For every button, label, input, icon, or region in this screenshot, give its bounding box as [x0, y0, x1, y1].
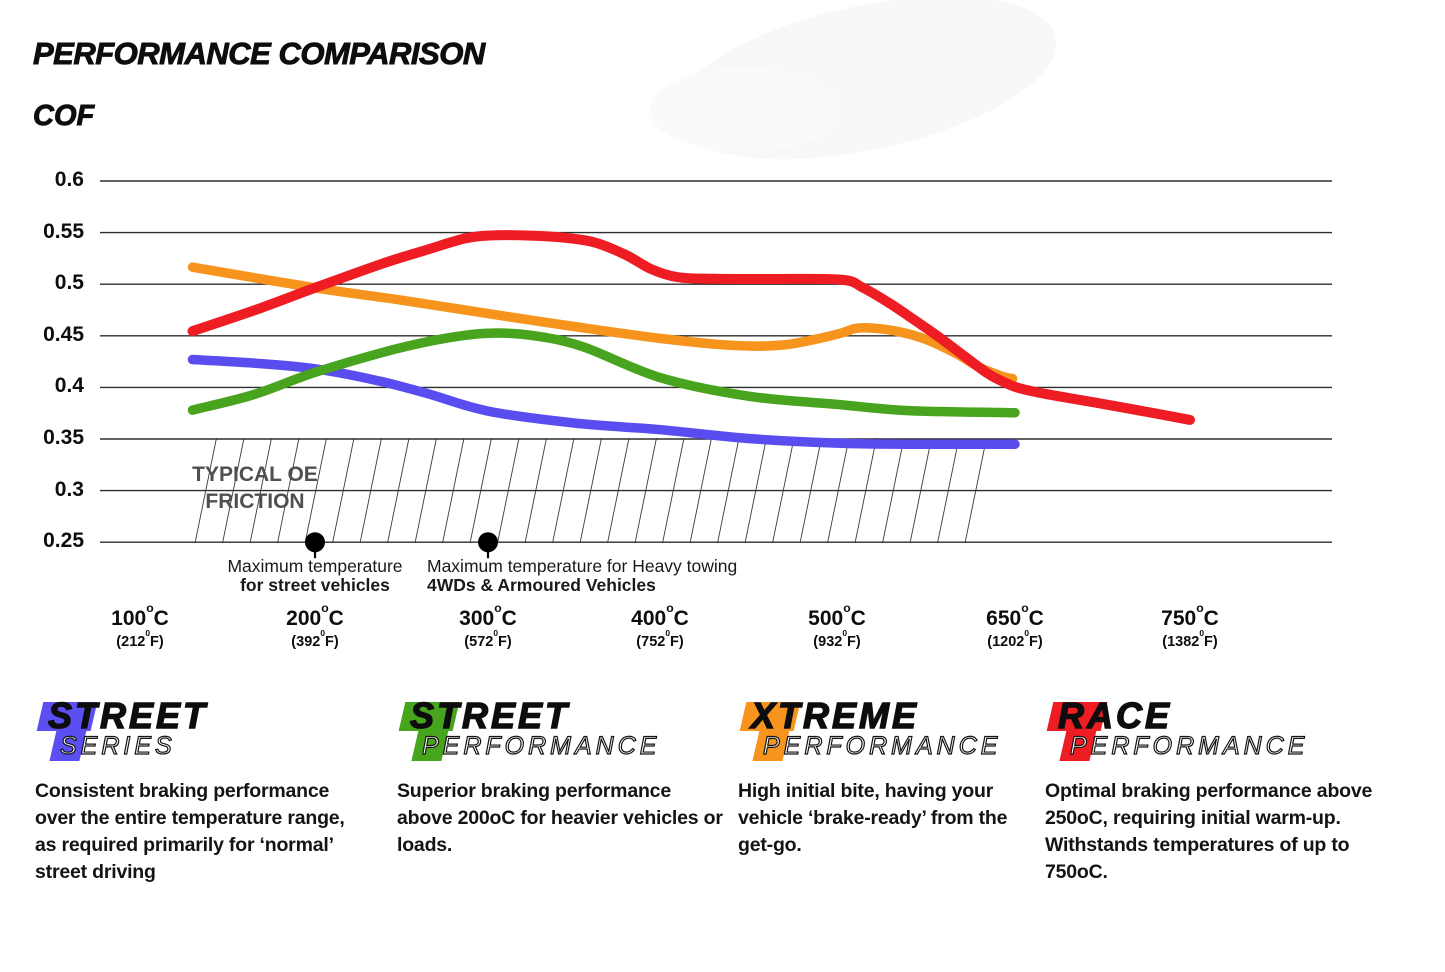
hatch-line [552, 438, 575, 544]
oe-friction-label-line1: TYPICAL OE [192, 463, 318, 486]
annotation-line: 4WDs & Armoured Vehicles [427, 574, 656, 595]
oe-friction-hatch-band [194, 438, 997, 544]
temp-fahrenheit: (3920F) [291, 628, 339, 650]
temp-fahrenheit: (12020F) [987, 628, 1043, 650]
logo-word-secondary: PERFORMANCE [421, 731, 661, 760]
annotation-line: for street vehicles [240, 574, 390, 595]
temp-celsius: 650oC [986, 600, 1044, 630]
legend-description: High initial bite, having your vehicle ‘… [738, 780, 1008, 856]
hatch-line [772, 438, 795, 544]
x-axis-tick-label: 400oC (7520F) [580, 600, 740, 650]
hatch-line [304, 438, 327, 544]
hatch-line [607, 438, 630, 544]
temp-fahrenheit: (9320F) [813, 628, 861, 650]
annotation-line: Maximum temperature for Heavy towing [427, 556, 738, 576]
x-axis-tick-label: 750oC (13820F) [1110, 600, 1270, 650]
hatch-line [249, 438, 272, 544]
y-axis-tick-label: 0.6 [54, 168, 84, 191]
logo-word-primary: STREET [409, 694, 571, 736]
xtreme-performance-logo: XTREME PERFORMANCE [738, 694, 1030, 769]
y-axis-tick-label: 0.3 [54, 477, 84, 501]
logo-word-primary: STREET [47, 694, 209, 736]
max-temp-marker-dot [305, 532, 325, 553]
temp-celsius: 200oC [286, 600, 344, 630]
hatch-line [497, 438, 520, 544]
annotation-towing-max-temp: Maximum temperature for Heavy towing 4WD… [427, 557, 757, 594]
x-axis-tick-label: 650oC (12020F) [935, 600, 1095, 650]
temp-celsius: 500oC [808, 600, 866, 630]
oe-friction-label-line2: FRICTION [205, 490, 305, 513]
temp-celsius: 100oC [111, 600, 169, 630]
hatch-line [964, 438, 987, 544]
temp-fahrenheit: (5720F) [464, 628, 512, 650]
hatch-line [744, 438, 767, 544]
max-temp-marker-dot [478, 532, 498, 553]
y-axis-title: COF [33, 100, 95, 133]
street-performance-logo: STREET PERFORMANCE [397, 694, 727, 769]
background-watermark [650, 68, 840, 152]
x-axis-tick-label: 300oC (5720F) [408, 600, 568, 650]
y-axis-tick-label: 0.35 [43, 426, 84, 449]
legend-street-performance: STREET PERFORMANCE Superior braking perf… [397, 694, 727, 859]
hatch-line [387, 438, 410, 544]
logo-word-secondary: PERFORMANCE [1069, 731, 1309, 760]
y-axis-tick-label: 0.45 [43, 322, 84, 346]
hatch-line [359, 438, 382, 544]
temp-fahrenheit: (13820F) [1162, 628, 1218, 650]
legend-xtreme-performance: XTREME PERFORMANCE High initial bite, ha… [738, 694, 1030, 859]
hatch-line [662, 438, 685, 544]
legend-description: Consistent braking performance over the … [35, 780, 345, 883]
logo-word-secondary: PERFORMANCE [762, 731, 1002, 760]
hatch-line [854, 438, 877, 544]
temp-celsius: 750oC [1161, 600, 1219, 630]
temp-celsius: 400oC [631, 600, 689, 630]
logo-word-primary: RACE [1057, 694, 1173, 736]
series-line-race-performance [187, 230, 1195, 425]
hatch-line [442, 438, 465, 544]
series-line-street-performance [187, 328, 1020, 418]
temp-fahrenheit: (2120F) [116, 628, 164, 650]
hatch-line [332, 438, 355, 544]
y-axis-tick-label: 0.5 [54, 271, 84, 295]
logo-word-secondary: SERIES [59, 731, 176, 760]
logo-word-primary: XTREME [750, 694, 920, 736]
legend-street-series: STREET SERIES Consistent braking perform… [35, 694, 370, 886]
hatch-line [222, 438, 245, 544]
y-axis-tick-label: 0.25 [43, 529, 84, 553]
x-axis-tick-label: 500oC (9320F) [757, 600, 917, 650]
hatch-line [827, 438, 850, 544]
hatch-line [689, 438, 712, 544]
x-axis-tick-label: 100oC (2120F) [60, 600, 220, 650]
hatch-line [634, 438, 657, 544]
temp-fahrenheit: (7520F) [636, 628, 684, 650]
annotation-street-max-temp: Maximum temperature for street vehicles [155, 557, 475, 594]
oe-friction-label: TYPICAL OE FRICTION [145, 461, 365, 515]
hatch-line [524, 438, 547, 544]
hatch-line [717, 438, 740, 544]
legend-race-performance: RACE PERFORMANCE Optimal braking perform… [1045, 694, 1375, 886]
legend-description: Superior braking performance above 200oC… [397, 780, 723, 856]
hatch-line [882, 438, 905, 544]
annotation-line: Maximum temperature [227, 556, 403, 576]
x-axis-tick-label: 200oC (3920F) [235, 600, 395, 650]
hatch-line [799, 438, 822, 544]
y-axis-tick-label: 0.4 [54, 374, 84, 398]
legend-description: Optimal braking performance above 250oC,… [1045, 780, 1373, 883]
y-axis-tick-label: 0.55 [43, 219, 84, 243]
street-series-logo: STREET SERIES [35, 694, 370, 769]
temp-celsius: 300oC [459, 600, 517, 630]
hatch-line [277, 438, 300, 544]
hatch-line [579, 438, 602, 544]
page-title: PERFORMANCE COMPARISON [33, 36, 486, 72]
hatch-line [909, 438, 932, 544]
hatch-line [194, 438, 217, 544]
hatch-line [469, 438, 492, 544]
hatch-line [937, 438, 960, 544]
race-performance-logo: RACE PERFORMANCE [1045, 694, 1375, 769]
hatch-line [414, 438, 437, 544]
